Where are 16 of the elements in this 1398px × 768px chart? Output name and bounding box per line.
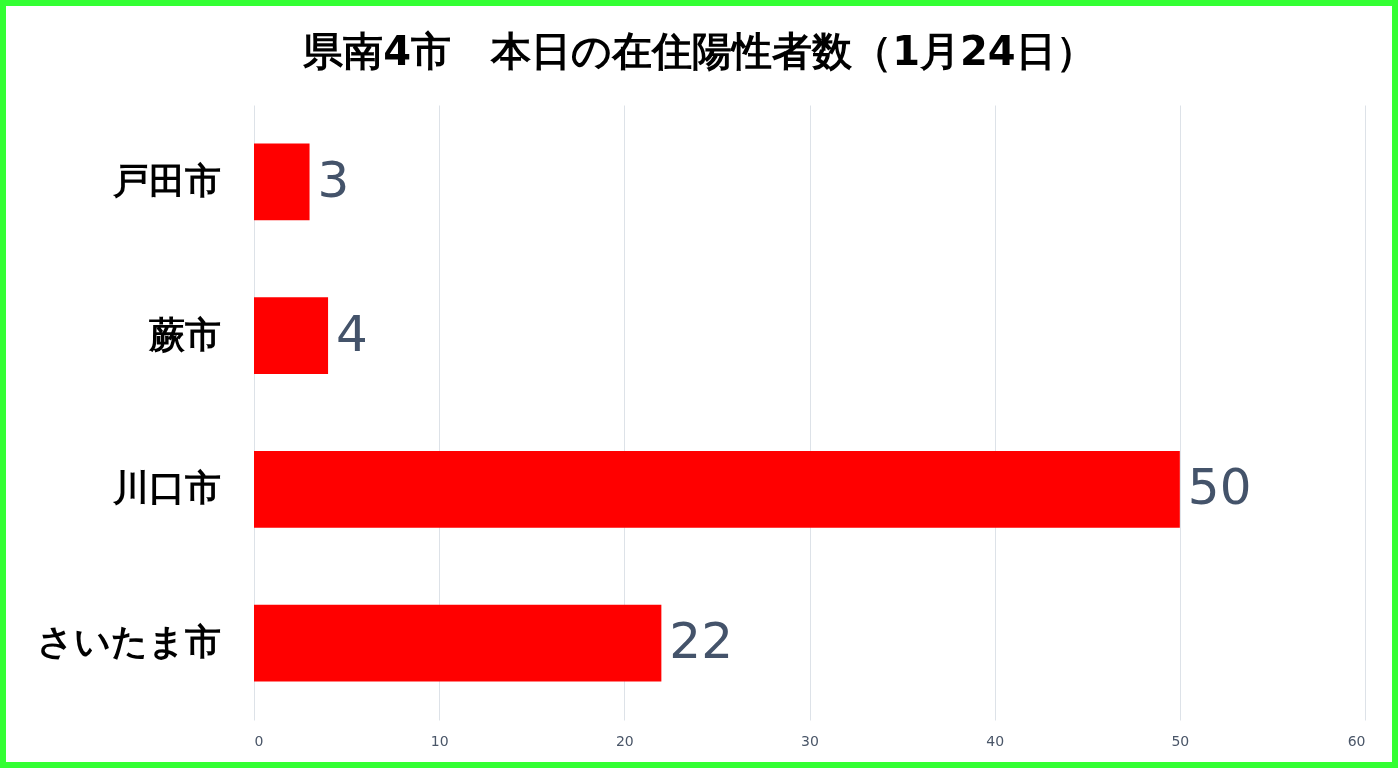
data-label: 4 xyxy=(336,304,368,363)
x-tick-label: 20 xyxy=(615,732,634,749)
x-tick-label: 50 xyxy=(1171,732,1190,749)
x-tick-label: 30 xyxy=(801,732,819,749)
x-tick-label: 60 xyxy=(1347,732,1366,749)
x-tick-label: 0 xyxy=(254,732,264,749)
y-tick-label: 川口市 xyxy=(111,467,221,509)
x-tick-label: 40 xyxy=(986,732,1005,749)
y-tick-label: 戸田市 xyxy=(111,159,221,201)
x-tick-label: 10 xyxy=(430,732,449,749)
data-label: 50 xyxy=(1187,458,1252,517)
y-tick-label: 蕨市 xyxy=(147,313,221,355)
data-label: 3 xyxy=(317,150,350,209)
y-tick-label: さいたま市 xyxy=(36,621,221,663)
chart-title: 県南4市 本日の在住陽性者数（1月24日） xyxy=(302,28,1096,74)
data-label: 22 xyxy=(669,612,733,671)
